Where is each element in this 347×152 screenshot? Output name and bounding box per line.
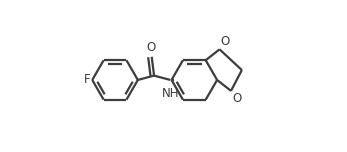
- Text: O: O: [232, 92, 242, 105]
- Text: NH: NH: [162, 88, 179, 100]
- Text: F: F: [84, 73, 90, 86]
- Text: O: O: [146, 41, 155, 54]
- Text: O: O: [221, 35, 230, 48]
